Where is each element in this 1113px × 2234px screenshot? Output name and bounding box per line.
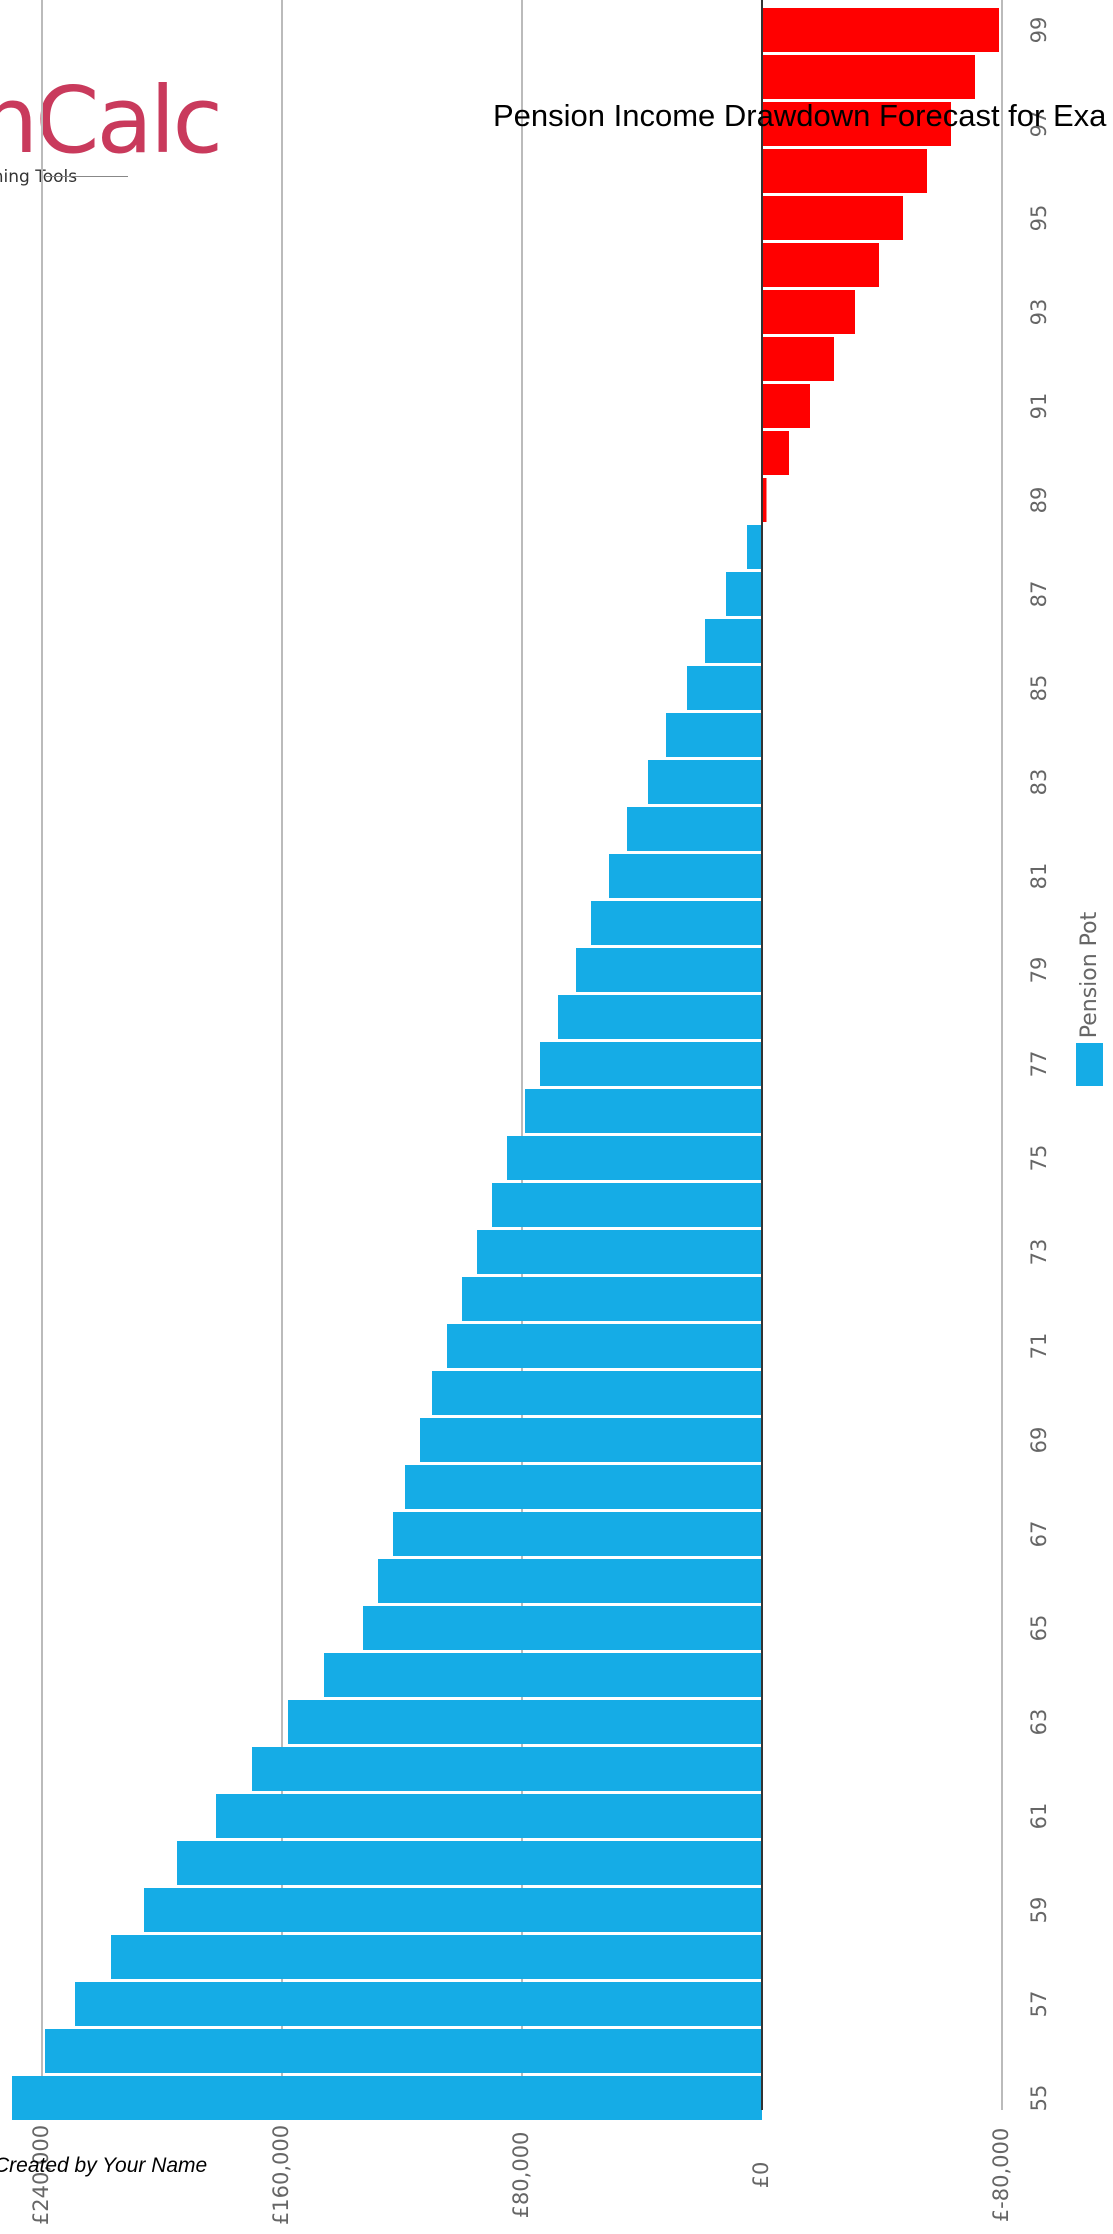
bar-age-69 [420, 1418, 762, 1462]
y-tick-label: £160,000 [269, 2125, 293, 2225]
bar-age-95 [762, 196, 903, 240]
chart-title: Pension Income Drawdown Forecast for Exa [493, 98, 1107, 133]
bar-age-77 [540, 1042, 762, 1086]
bar-age-94 [762, 243, 879, 287]
bar-age-72 [462, 1277, 762, 1321]
x-tick-label: 95 [1027, 205, 1051, 232]
legend-label: Pension Pot [1077, 911, 1102, 1038]
y-tick-label: £240,000 [29, 2125, 53, 2225]
bar-age-67 [393, 1512, 762, 1556]
bar-age-65 [363, 1606, 762, 1650]
bar-age-73 [477, 1230, 762, 1274]
bar-age-66 [378, 1559, 762, 1603]
bar-age-68 [405, 1465, 762, 1509]
bar-age-98 [762, 55, 975, 99]
bar-age-87 [726, 572, 762, 616]
bar-age-85 [687, 666, 762, 710]
x-tick-label: 65 [1027, 1615, 1051, 1642]
x-tick-label: 75 [1027, 1145, 1051, 1172]
x-tick-label: 93 [1027, 299, 1051, 326]
x-tick-label: 79 [1027, 957, 1051, 984]
x-tick-label: 67 [1027, 1521, 1051, 1548]
bar-age-96 [762, 149, 927, 193]
y-tick-label: £80,000 [509, 2132, 533, 2219]
bar-age-93 [762, 290, 855, 334]
y-tick-label: £0 [749, 2162, 773, 2189]
x-tick-label: 73 [1027, 1239, 1051, 1266]
bar-age-82 [627, 807, 762, 851]
bar-age-79 [576, 948, 762, 992]
logo-rule [46, 176, 128, 177]
bar-age-88 [747, 525, 762, 569]
logo-tagline: nning Tools [0, 167, 78, 187]
bar-age-81 [609, 854, 762, 898]
logo-wordmark: nCalc [0, 67, 223, 174]
bar-age-86 [705, 619, 762, 663]
x-tick-label: 89 [1027, 487, 1051, 514]
x-tick-label: 69 [1027, 1427, 1051, 1454]
x-tick-label: 63 [1027, 1709, 1051, 1736]
bar-age-59 [144, 1888, 762, 1932]
x-tick-label: 57 [1027, 1991, 1051, 2018]
x-tick-label: 81 [1027, 863, 1051, 890]
y-tick-label: £-80,000 [989, 2128, 1013, 2222]
bar-age-71 [447, 1324, 762, 1368]
x-tick-label: 55 [1027, 2085, 1051, 2112]
x-tick-label: 99 [1027, 17, 1051, 44]
bar-age-92 [762, 337, 834, 381]
bar-age-61 [216, 1794, 762, 1838]
bar-age-76 [525, 1089, 762, 1133]
bar-age-99 [762, 8, 999, 52]
x-tick-label: 59 [1027, 1897, 1051, 1924]
bar-age-55 [12, 2076, 762, 2120]
bar-age-89 [762, 478, 767, 522]
x-tick-label: 77 [1027, 1051, 1051, 1078]
x-tick-label: 97 [1027, 111, 1051, 138]
x-tick-label: 61 [1027, 1803, 1051, 1830]
bar-age-60 [177, 1841, 762, 1885]
bar-age-62 [252, 1747, 762, 1791]
chart-credit: Created by Your Name [0, 2154, 208, 2177]
bar-age-70 [432, 1371, 762, 1415]
bar-age-63 [288, 1700, 762, 1744]
bar-age-64 [324, 1653, 762, 1697]
bar-age-80 [591, 901, 762, 945]
x-tick-label: 85 [1027, 675, 1051, 702]
bar-age-78 [558, 995, 762, 1039]
x-tick-label: 71 [1027, 1333, 1051, 1360]
x-tick-label: 91 [1027, 393, 1051, 420]
bar-age-57 [75, 1982, 762, 2026]
bar-age-83 [648, 760, 762, 804]
bar-age-84 [666, 713, 762, 757]
brand-logo: nCalc nning Tools [0, 75, 223, 188]
bar-age-75 [507, 1136, 762, 1180]
x-tick-label: 87 [1027, 581, 1051, 608]
bar-age-74 [492, 1183, 762, 1227]
bar-age-91 [762, 384, 810, 428]
bar-age-97 [762, 102, 951, 146]
bar-age-56 [45, 2029, 762, 2073]
bar-age-90 [762, 431, 789, 475]
x-tick-label: 83 [1027, 769, 1051, 796]
legend-swatch [1076, 1043, 1103, 1086]
bar-age-58 [111, 1935, 762, 1979]
